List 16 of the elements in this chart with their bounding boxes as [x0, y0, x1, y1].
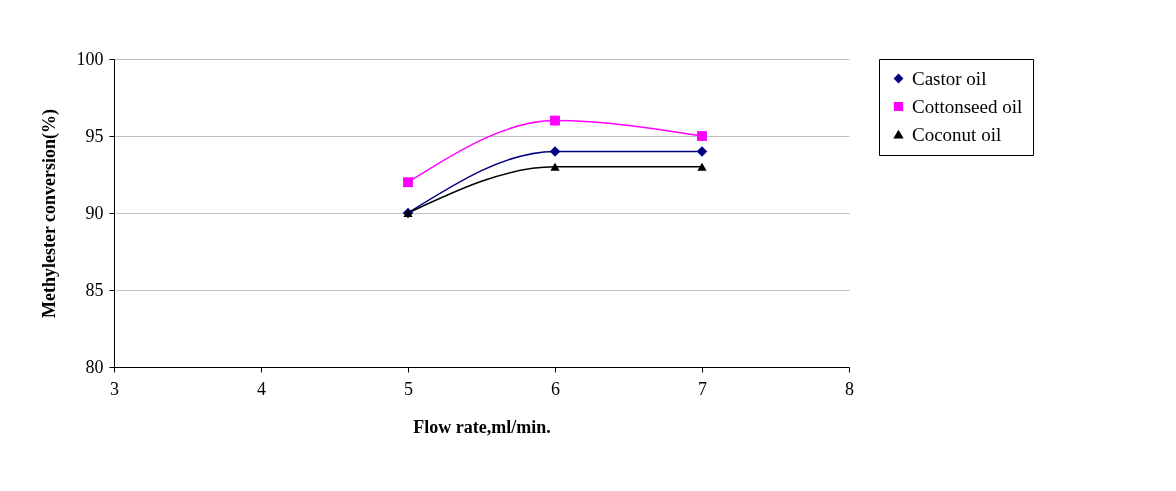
- y-tick-label: 100: [76, 48, 104, 69]
- y-tick-label: 90: [85, 202, 104, 223]
- x-tick-label: 8: [845, 378, 854, 399]
- x-tick-label: 6: [551, 378, 560, 399]
- legend-label: Coconut oil: [912, 123, 1002, 145]
- x-tick-label: 3: [110, 378, 119, 399]
- legend-label: Castor oil: [912, 67, 987, 89]
- x-tick-label: 5: [404, 378, 413, 399]
- x-axis-title: Flow rate,ml/min.: [413, 416, 551, 437]
- y-tick-label: 95: [85, 125, 104, 146]
- y-tick-label: 80: [85, 356, 104, 377]
- y-axis-title: Methylester conversion(%): [38, 108, 60, 319]
- x-tick-label: 7: [698, 378, 707, 399]
- x-tick-label: 4: [257, 378, 266, 399]
- y-tick-label: 85: [85, 279, 104, 300]
- legend-label: Cottonseed oil: [912, 95, 1023, 117]
